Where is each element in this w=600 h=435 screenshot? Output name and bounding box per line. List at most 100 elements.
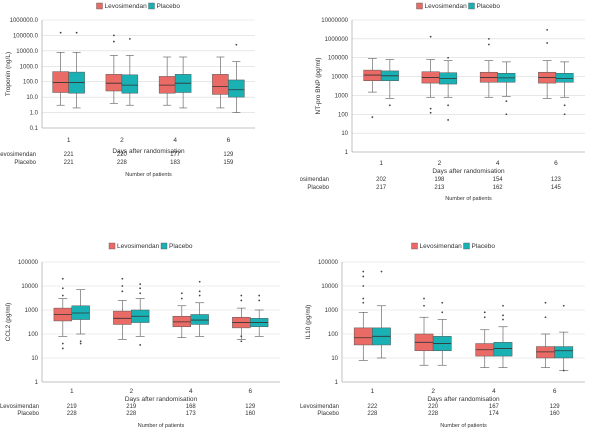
box-placebo-day-4 (174, 56, 192, 109)
x-tick-label: 4 (189, 388, 193, 395)
count-value: 174 (489, 411, 500, 417)
outlier-point (447, 56, 450, 59)
box-levosimendan-day-2 (414, 297, 434, 366)
x-axis-title: Days after randomisation (125, 396, 198, 403)
count-value: 167 (489, 404, 500, 410)
outlier-point (240, 294, 243, 297)
count-value: 221 (64, 152, 75, 158)
outlier-point (371, 116, 374, 119)
y-axis-title: Troponin (ng/L) (5, 52, 12, 96)
outlier-point (139, 287, 142, 290)
y-tick-label: 10 (341, 131, 348, 137)
outlier-point (502, 314, 504, 317)
outlier-point (429, 107, 432, 110)
count-row-label: Placebo (17, 411, 39, 417)
outlier-point (447, 119, 450, 121)
chart-il10: 1 10 100 1000 10000 100000 IL10 (pg/ml) 1 2 4 6 Day… (300, 215, 600, 430)
outlier-point (139, 344, 142, 346)
y-tick-label: 100000.0 (13, 33, 39, 39)
legend-swatch-placebo (463, 242, 470, 250)
count-row-label: Levosimendan (300, 177, 329, 183)
y-axis-title: CCL2 (pg/ml) (5, 303, 12, 342)
box-placebo-day-6 (555, 61, 574, 116)
x-tick-label: 1 (379, 160, 383, 167)
count-value: 159 (223, 160, 234, 166)
box-levosimendan-day-6 (536, 301, 555, 368)
outlier-point (112, 40, 115, 43)
y-tick-label: 10000000 (321, 18, 348, 24)
count-row-label: Placebo (317, 411, 339, 417)
legend-label: Levosimendan (117, 243, 160, 250)
y-tick-label: 10 (31, 356, 38, 362)
outlier-point (79, 340, 82, 343)
count-value: 123 (551, 177, 562, 183)
outlier-point (198, 290, 201, 293)
box-placebo-day-2 (121, 37, 139, 106)
legend-swatch-placebo (160, 242, 168, 250)
count-value: 222 (367, 404, 378, 410)
counts-title: Number of patients (440, 423, 487, 429)
x-tick-label: 4 (173, 137, 177, 144)
y-tick-label: 1000 (325, 308, 339, 314)
y-tick-label: 0.1 (30, 126, 39, 132)
count-value: 129 (245, 404, 256, 410)
outlier-point (502, 304, 504, 307)
x-tick-label: 1 (371, 388, 375, 395)
count-value: 228 (67, 411, 78, 417)
outlier-point (139, 292, 142, 295)
outlier-point (198, 280, 201, 283)
x-tick-label: 2 (129, 388, 133, 395)
outlier-point (362, 285, 365, 287)
y-tick-label: 1 (335, 380, 339, 386)
outlier-point (429, 111, 432, 114)
box-iqr (228, 79, 245, 98)
counts-title: Number of patients (138, 423, 185, 429)
legend-label: Levosimendan (420, 243, 463, 250)
outlier-point (562, 304, 565, 307)
outlier-point (441, 311, 444, 314)
y-tick-label: 1000 (25, 308, 39, 314)
legend-swatch-placebo (468, 2, 475, 10)
count-value: 219 (67, 404, 78, 410)
outlier-point (61, 342, 64, 345)
y-tick-label: 100 (338, 112, 349, 118)
box-placebo-day-2 (439, 56, 458, 121)
x-tick-label: 6 (553, 388, 557, 395)
y-tick-label: 100.0 (23, 80, 39, 86)
box-placebo-day-4 (493, 304, 513, 368)
box-placebo-day-1 (68, 31, 85, 109)
legend-label: Placebo (169, 243, 193, 250)
outlier-point (180, 292, 183, 295)
box-levosimendan-day-4 (172, 292, 191, 339)
box-placebo-day-1 (372, 270, 391, 359)
chart-ccl2: 1 10 100 1000 10000 100000 CCL2 (pg/ml) 1 2 4 6 Day… (0, 215, 300, 430)
y-axis-title: IL10 (pg/ml) (305, 305, 312, 340)
legend-swatch-placebo (148, 2, 155, 10)
legend-swatch-levosimendan (411, 242, 418, 250)
legend-swatch-levosimendan (416, 2, 423, 10)
counts-title: Number of patients (125, 172, 172, 178)
outlier-point (544, 301, 547, 304)
y-tick-label: 1000000 (325, 37, 349, 43)
outlier-point (59, 31, 62, 34)
legend-label: Levosimendan (105, 3, 148, 10)
outlier-point (121, 277, 124, 280)
legend-label: Levosimendan (425, 3, 468, 10)
x-tick-label: 4 (492, 388, 496, 395)
outlier-point (423, 297, 425, 300)
x-tick-label: 2 (431, 388, 435, 395)
legend-label: Placebo (472, 243, 496, 250)
box-levosimendan-day-6 (212, 56, 229, 109)
outlier-point (562, 369, 565, 372)
box-iqr (121, 74, 139, 94)
outlier-point (61, 294, 64, 297)
y-tick-label: 10.0 (26, 95, 38, 101)
outlier-point (563, 113, 566, 116)
y-tick-label: 100000 (18, 260, 39, 266)
outlier-point (362, 275, 365, 278)
box-iqr (554, 346, 574, 359)
legend-label: Placebo (157, 3, 181, 10)
count-value: 202 (376, 177, 387, 183)
outlier-point (487, 37, 490, 40)
legend-label: Placebo (477, 3, 501, 10)
